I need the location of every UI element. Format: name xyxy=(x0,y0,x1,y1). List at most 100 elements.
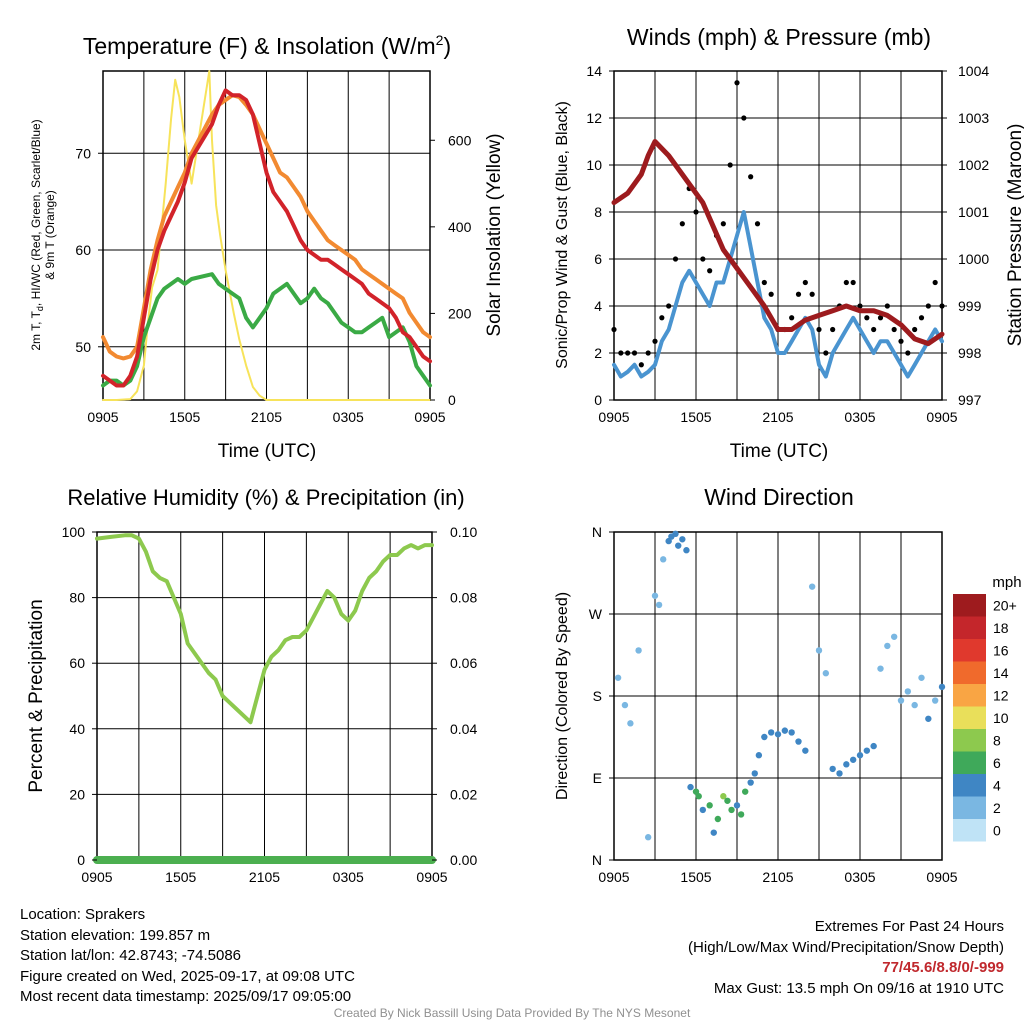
gust-point xyxy=(768,291,774,297)
colorbar-label: 12 xyxy=(993,687,1009,703)
direction-point xyxy=(706,802,713,809)
direction-point xyxy=(742,788,749,795)
wind-ytick-label: 4 xyxy=(594,298,602,314)
gust-point xyxy=(611,326,617,333)
temp-xtick-label: 1505 xyxy=(169,409,200,425)
gust-point xyxy=(789,315,795,321)
temp-xtick-label: 2105 xyxy=(251,409,282,425)
dir-xtick-label: 0905 xyxy=(926,869,957,885)
temp-ytick-right-label: 600 xyxy=(448,132,472,148)
colorbar-label: 16 xyxy=(993,642,1009,658)
gust-point xyxy=(707,268,713,274)
direction-grid xyxy=(614,532,942,860)
figure-created: Figure created on Wed, 2025-09-17, at 09… xyxy=(20,967,355,985)
temp-ytick-right-label: 400 xyxy=(448,219,472,235)
wind-xtick-label: 0905 xyxy=(598,409,629,425)
direction-point xyxy=(751,770,758,777)
colorbar: 20+ 18 16 14 12 10 8 6 4 2 0 xyxy=(953,594,1017,842)
dir-ytick-label: N xyxy=(592,524,602,540)
direction-point xyxy=(675,542,682,549)
direction-point xyxy=(733,802,741,809)
colorbar-swatch xyxy=(953,639,986,662)
direction-point xyxy=(904,688,912,695)
direction-point xyxy=(836,770,843,777)
gust-point xyxy=(864,315,870,321)
temp-ytick-right-label: 0 xyxy=(448,392,456,408)
direction-point xyxy=(660,556,667,563)
wind-ytick-right-label: 1002 xyxy=(958,157,989,173)
direction-point xyxy=(856,752,864,759)
max-gust: Max Gust: 13.5 mph On 09/16 at 1910 UTC xyxy=(713,979,1004,997)
direction-point xyxy=(614,674,622,681)
gust-point xyxy=(625,350,631,356)
direction-point xyxy=(747,779,754,786)
gust-point xyxy=(645,350,651,356)
rh-xtick-label: 0905 xyxy=(81,869,112,885)
colorbar-swatch xyxy=(953,661,986,684)
direction-point xyxy=(788,729,795,736)
series-station-pressure xyxy=(611,139,945,347)
colorbar-swatch xyxy=(953,774,986,797)
temp-xtick-label: 0305 xyxy=(333,409,364,425)
wind-ytick-label: 14 xyxy=(586,63,602,79)
direction-point xyxy=(720,793,727,800)
wind-ytick-label: 8 xyxy=(594,204,602,220)
station-location: Location: Sprakers xyxy=(20,906,146,923)
temp-ytick-label: 70 xyxy=(75,145,91,161)
gust-point xyxy=(795,291,802,297)
direction-point xyxy=(695,793,702,800)
rh-ytick-label: 20 xyxy=(69,786,85,802)
direction-series xyxy=(614,530,946,841)
rh-xtick-label: 0305 xyxy=(333,869,364,885)
wind-xtick-label: 0305 xyxy=(844,409,875,425)
dir-xtick-label: 2105 xyxy=(762,869,793,885)
direction-point xyxy=(849,756,857,763)
gust-point xyxy=(700,256,706,262)
direction-point xyxy=(781,727,789,734)
gust-point xyxy=(871,326,877,333)
temperature-panel: Temperature (F) & Insolation (W/m2) 0905… xyxy=(29,32,505,462)
dir-ytick-label: N xyxy=(592,852,602,868)
rh-ytick-label: 40 xyxy=(69,721,85,737)
extremes-heading: Extremes For Past 24 Hours xyxy=(814,918,1004,935)
rh-ytick-right-label: 0.10 xyxy=(450,524,477,540)
humidity-ylabel-left: Percent & Precipitation xyxy=(26,599,47,792)
direction-point xyxy=(699,806,707,814)
colorbar-label: 6 xyxy=(993,755,1001,771)
temperature-title: Temperature (F) & Insolation (W/m2) xyxy=(83,32,451,59)
series-dewpoint xyxy=(101,272,432,388)
gust-point xyxy=(727,162,733,168)
temp-xtick-label: 0905 xyxy=(87,409,118,425)
winds-title: Winds (mph) & Pressure (mb) xyxy=(627,24,931,50)
dir-ytick-label: E xyxy=(593,770,602,786)
humidity-ticks: 0905 1505 2105 0305 09050204060801000.000.02… xyxy=(62,524,478,885)
direction-point xyxy=(925,715,932,722)
temperature-ticks: 0905 1505 2105 0305 0905 50 60 70 0 200 400 600 xyxy=(75,132,471,425)
colorbar-swatch xyxy=(953,729,986,752)
wind-ytick-right-label: 1000 xyxy=(958,251,989,267)
temp-xtick-label: 0905 xyxy=(414,409,445,425)
wind-ytick-label: 2 xyxy=(594,345,602,361)
direction-point xyxy=(808,583,816,590)
temperature-ylabel-left: 2m T, Td, HI/WC (Red, Green, Scarlet/Blu… xyxy=(29,119,57,350)
direction-point xyxy=(870,742,877,750)
gust-point xyxy=(918,315,925,321)
direction-point xyxy=(802,747,809,754)
colorbar-swatch xyxy=(953,796,986,819)
extremes-info: Extremes For Past 24 Hours (High/Low/Max… xyxy=(688,917,1004,999)
colorbar-swatch xyxy=(953,616,986,639)
direction-point xyxy=(843,761,850,768)
rh-ytick-right-label: 0.08 xyxy=(450,590,477,606)
direction-point xyxy=(627,720,634,727)
direction-panel: Wind Direction 0905 1505 2105 0305 0905NESWN… xyxy=(554,484,1022,885)
humidity-grid xyxy=(97,532,432,860)
station-info: Location: Sprakers Station elevation: 19… xyxy=(20,905,355,1008)
direction-point xyxy=(890,633,898,640)
colorbar-swatch xyxy=(953,706,986,729)
colorbar-label: 4 xyxy=(993,777,1001,793)
colorbar-label: 0 xyxy=(993,822,1001,838)
gust-point xyxy=(912,326,918,333)
temp-ytick-right-label: 200 xyxy=(448,305,472,321)
colorbar-swatch xyxy=(953,594,986,617)
rh-ytick-label: 80 xyxy=(69,590,85,606)
